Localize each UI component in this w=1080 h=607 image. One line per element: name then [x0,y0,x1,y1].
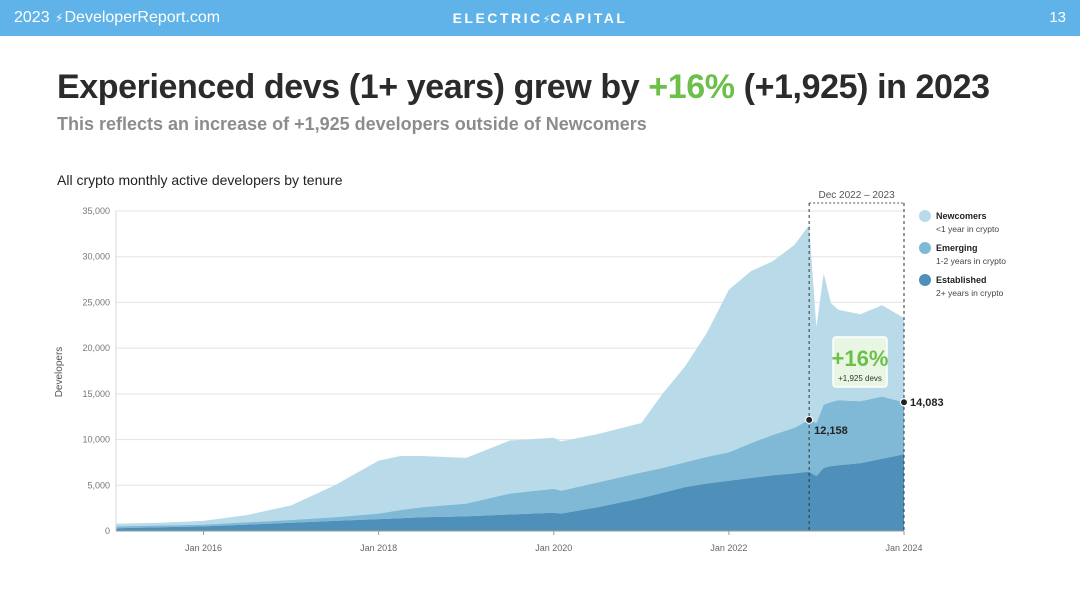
y-tick-label: 0 [105,526,110,536]
site-label[interactable]: 2023 ⚡DeveloperReport.com [14,9,221,26]
x-axis: Jan 2016 Jan 2018 Jan 2020 Jan 2022 Jan 2024 [116,530,923,553]
page-subtitle: This reflects an increase of +1,925 deve… [57,114,647,134]
y-axis: 0 5,000 10,000 15,000 20,000 25,000 30,000 35,0… [82,206,117,536]
x-tick-label: Jan 2016 [185,543,222,553]
area-newcomers [116,225,904,527]
area-emerging [116,396,904,529]
y-tick-label: 25,000 [82,297,110,307]
callout-box [832,336,888,388]
y-tick-label: 30,000 [82,252,110,262]
annotation-dot [805,415,814,424]
annotation-label: 12,158 [814,425,848,437]
y-tick-label: 35,000 [82,206,110,216]
bolt-icon: ⚡ [55,11,64,25]
legend-description: 2+ years in crypto [936,288,1004,298]
area-established [116,454,904,531]
page-title: Experienced devs (1+ years) grew by +16%… [57,68,990,107]
y-tick-label: 20,000 [82,343,110,353]
legend-swatch-established [919,274,931,286]
bolt-icon: ⚡ [542,14,551,26]
legend-description: 1-2 years in crypto [936,256,1006,266]
period-label: Dec 2022 – 2023 [818,190,895,201]
legend-name: Established [936,275,987,285]
headline-prefix: Experienced devs (1+ years) grew by [57,68,649,106]
annotation-label: 14,083 [910,397,944,409]
annotation-dot [900,398,908,407]
legend: Newcomers <1 year in crypto Emerging 1-2 ye… [919,210,1006,298]
x-tick-label: Jan 2020 [535,543,572,553]
top-bar: 2023 ⚡DeveloperReport.com ELECTRIC⚡CAPIT… [0,0,1080,36]
growth-callout: +16% +1,925 devs [832,336,889,388]
callout-small: +1,925 devs [838,374,882,383]
y-tick-label: 5,000 [87,480,110,490]
legend-swatch-newcomers [919,210,931,222]
callout-big: +16% [832,346,889,371]
legend-name: Newcomers [936,211,987,221]
x-tick-label: Jan 2018 [360,543,397,553]
x-tick-label: Jan 2022 [710,543,747,553]
page-number: 13 [1049,9,1066,26]
period-marker: Dec 2022 – 2023 12,158 14,083 [805,190,944,531]
x-tick-label: Jan 2024 [885,543,922,553]
brand-logo: ELECTRIC⚡CAPITAL [452,10,628,26]
y-tick-label: 10,000 [82,435,110,445]
legend-name: Emerging [936,243,978,253]
legend-swatch-emerging [919,242,931,254]
headline-suffix: (+1,925) in 2023 [734,68,990,106]
stacked-areas [116,225,904,531]
chart-title: All crypto monthly active developers by … [57,172,343,188]
headline-accent: +16% [648,68,735,106]
y-tick-label: 15,000 [82,389,110,399]
legend-description: <1 year in crypto [936,224,999,234]
y-axis-label: Developers [54,347,65,398]
